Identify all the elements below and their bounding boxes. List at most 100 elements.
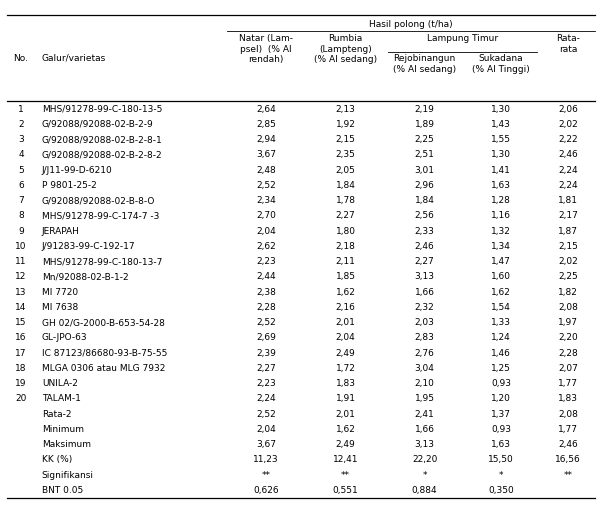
Text: 3,01: 3,01 xyxy=(414,165,435,174)
Text: MHS/91278-99-C-174-7 -3: MHS/91278-99-C-174-7 -3 xyxy=(42,211,159,220)
Text: 11: 11 xyxy=(15,257,27,266)
Text: 18: 18 xyxy=(15,364,27,373)
Text: 3,67: 3,67 xyxy=(256,440,276,449)
Text: 0,350: 0,350 xyxy=(488,486,514,495)
Text: 1,30: 1,30 xyxy=(491,150,511,159)
Text: 1,92: 1,92 xyxy=(335,120,356,129)
Text: 17: 17 xyxy=(15,348,27,357)
Text: Mn/92088-02-B-1-2: Mn/92088-02-B-1-2 xyxy=(42,272,129,281)
Text: 1,97: 1,97 xyxy=(558,318,578,327)
Text: 2,34: 2,34 xyxy=(256,196,276,205)
Text: TALAM-1: TALAM-1 xyxy=(42,394,81,403)
Text: 2,69: 2,69 xyxy=(256,333,276,342)
Text: 1,46: 1,46 xyxy=(491,348,511,357)
Text: UNILA-2: UNILA-2 xyxy=(42,379,78,388)
Text: 2,27: 2,27 xyxy=(335,211,356,220)
Text: 1,47: 1,47 xyxy=(491,257,511,266)
Text: 2,17: 2,17 xyxy=(558,211,578,220)
Text: 12,41: 12,41 xyxy=(333,455,358,464)
Text: 2,46: 2,46 xyxy=(558,150,578,159)
Text: 3,13: 3,13 xyxy=(414,440,435,449)
Text: 2,32: 2,32 xyxy=(414,303,435,312)
Text: G/92088/92088-02-B-2-8-1: G/92088/92088-02-B-2-8-1 xyxy=(42,135,163,144)
Text: 11,23: 11,23 xyxy=(254,455,279,464)
Text: 12: 12 xyxy=(15,272,27,281)
Text: 20: 20 xyxy=(15,394,27,403)
Text: 1,83: 1,83 xyxy=(558,394,578,403)
Text: 1,81: 1,81 xyxy=(558,196,578,205)
Text: Rata-
rata: Rata- rata xyxy=(556,34,580,54)
Text: **: ** xyxy=(261,470,271,480)
Text: P 9801-25-2: P 9801-25-2 xyxy=(42,181,97,190)
Text: 1,89: 1,89 xyxy=(414,120,435,129)
Text: 2,38: 2,38 xyxy=(256,287,276,297)
Text: 7: 7 xyxy=(18,196,24,205)
Text: 2,52: 2,52 xyxy=(256,410,276,418)
Text: 4: 4 xyxy=(18,150,24,159)
Text: 2,56: 2,56 xyxy=(414,211,435,220)
Text: 1,28: 1,28 xyxy=(491,196,511,205)
Text: 1,55: 1,55 xyxy=(491,135,511,144)
Text: 2,35: 2,35 xyxy=(335,150,356,159)
Text: 2,16: 2,16 xyxy=(335,303,356,312)
Text: 2,05: 2,05 xyxy=(335,165,356,174)
Text: 2,28: 2,28 xyxy=(558,348,578,357)
Text: 6: 6 xyxy=(18,181,24,190)
Text: 2,49: 2,49 xyxy=(335,348,356,357)
Text: 2,33: 2,33 xyxy=(414,227,435,236)
Text: 2,15: 2,15 xyxy=(335,135,356,144)
Text: G/92088/92088-02-B-8-O: G/92088/92088-02-B-8-O xyxy=(42,196,155,205)
Text: 22,20: 22,20 xyxy=(412,455,437,464)
Text: 2,48: 2,48 xyxy=(256,165,276,174)
Text: Minimum: Minimum xyxy=(42,425,84,434)
Text: 1,33: 1,33 xyxy=(491,318,511,327)
Text: 2,83: 2,83 xyxy=(414,333,435,342)
Text: 2,44: 2,44 xyxy=(257,272,276,281)
Text: 0,93: 0,93 xyxy=(491,379,511,388)
Text: MI 7720: MI 7720 xyxy=(42,287,78,297)
Text: 1: 1 xyxy=(18,104,24,114)
Text: 3,13: 3,13 xyxy=(414,272,435,281)
Text: 2,25: 2,25 xyxy=(558,272,578,281)
Text: MI 7638: MI 7638 xyxy=(42,303,78,312)
Text: Rata-2: Rata-2 xyxy=(42,410,71,418)
Text: 2,85: 2,85 xyxy=(256,120,276,129)
Text: 2,07: 2,07 xyxy=(558,364,578,373)
Text: 2,52: 2,52 xyxy=(256,181,276,190)
Text: 1,41: 1,41 xyxy=(491,165,511,174)
Text: 1,91: 1,91 xyxy=(335,394,356,403)
Text: 2,13: 2,13 xyxy=(335,104,356,114)
Text: 15,50: 15,50 xyxy=(488,455,514,464)
Text: 2,24: 2,24 xyxy=(559,181,578,190)
Text: JERAPAH: JERAPAH xyxy=(42,227,80,236)
Text: 0,93: 0,93 xyxy=(491,425,511,434)
Text: G/92088/92088-02-B-2-9: G/92088/92088-02-B-2-9 xyxy=(42,120,154,129)
Text: 2,96: 2,96 xyxy=(414,181,435,190)
Text: 2,18: 2,18 xyxy=(335,242,356,251)
Text: 1,82: 1,82 xyxy=(558,287,578,297)
Text: 5: 5 xyxy=(18,165,24,174)
Text: 1,43: 1,43 xyxy=(491,120,511,129)
Text: MLGA 0306 atau MLG 7932: MLGA 0306 atau MLG 7932 xyxy=(42,364,165,373)
Text: 1,30: 1,30 xyxy=(491,104,511,114)
Text: 8: 8 xyxy=(18,211,24,220)
Text: 2,27: 2,27 xyxy=(414,257,435,266)
Text: No.: No. xyxy=(13,54,29,63)
Text: 1,85: 1,85 xyxy=(335,272,356,281)
Text: 2,39: 2,39 xyxy=(256,348,276,357)
Text: 1,62: 1,62 xyxy=(335,425,356,434)
Text: 2,15: 2,15 xyxy=(558,242,578,251)
Text: 2: 2 xyxy=(18,120,24,129)
Text: 16,56: 16,56 xyxy=(555,455,581,464)
Text: GL-JPO-63: GL-JPO-63 xyxy=(42,333,87,342)
Text: 3: 3 xyxy=(18,135,24,144)
Text: 9: 9 xyxy=(18,227,24,236)
Text: 15: 15 xyxy=(15,318,27,327)
Text: 2,23: 2,23 xyxy=(256,379,276,388)
Text: 2,28: 2,28 xyxy=(256,303,276,312)
Text: 1,95: 1,95 xyxy=(414,394,435,403)
Text: 1,32: 1,32 xyxy=(491,227,511,236)
Text: MHS/91278-99-C-180-13-5: MHS/91278-99-C-180-13-5 xyxy=(42,104,162,114)
Text: 1,77: 1,77 xyxy=(558,425,578,434)
Text: 2,02: 2,02 xyxy=(558,120,578,129)
